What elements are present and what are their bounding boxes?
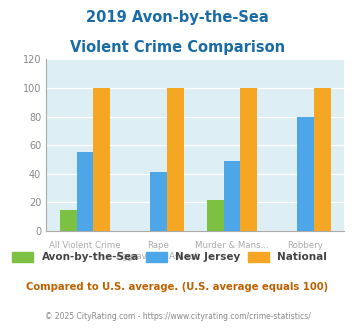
Bar [224, 161, 240, 231]
Text: 2019 Avon-by-the-Sea: 2019 Avon-by-the-Sea [86, 10, 269, 25]
Bar [167, 88, 184, 231]
Text: Compared to U.S. average. (U.S. average equals 100): Compared to U.S. average. (U.S. average … [26, 282, 329, 292]
Text: Rape: Rape [148, 241, 169, 250]
Legend: Avon-by-the-Sea, New Jersey, National: Avon-by-the-Sea, New Jersey, National [12, 251, 327, 262]
Text: © 2025 CityRating.com - https://www.cityrating.com/crime-statistics/: © 2025 CityRating.com - https://www.city… [45, 312, 310, 321]
Text: All Violent Crime: All Violent Crime [49, 241, 121, 250]
Text: Violent Crime Comparison: Violent Crime Comparison [70, 40, 285, 54]
Text: Murder & Mans...: Murder & Mans... [195, 241, 269, 250]
Bar [207, 200, 224, 231]
Bar [77, 152, 93, 231]
Bar [60, 210, 77, 231]
Bar [314, 88, 331, 231]
Bar [297, 116, 314, 231]
Bar [240, 88, 257, 231]
Bar [150, 172, 167, 231]
Bar [93, 88, 110, 231]
Text: Aggravated Assault: Aggravated Assault [116, 251, 201, 261]
Text: Robbery: Robbery [288, 241, 323, 250]
